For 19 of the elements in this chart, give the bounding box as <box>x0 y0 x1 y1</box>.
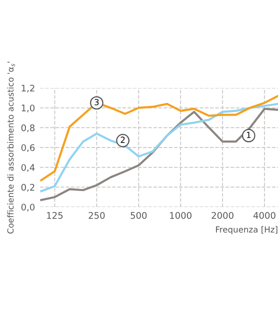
x-tick-label: 1000 <box>170 212 192 219</box>
x-tick-label: 250 <box>88 212 105 219</box>
annotation: 1 <box>246 132 251 138</box>
y-tick-label: 0,2 <box>21 184 34 192</box>
x-tick-label: 500 <box>130 212 147 219</box>
y-tick-label: 0,4 <box>21 164 35 172</box>
y-tick-label: 0,0 <box>21 204 35 212</box>
x-axis-title: Frequenza [Hz] <box>216 226 278 234</box>
x-tick-label: 4000 <box>253 212 276 219</box>
x-tick-label: 2000 <box>212 212 234 219</box>
annotation: 3 <box>94 98 99 106</box>
y-tick-label: 0,8 <box>21 124 35 132</box>
x-tick-label: 125 <box>47 212 63 219</box>
line-series <box>40 94 278 182</box>
y-axis-title: Coefficiente di assorbimento acustico 'α$_{s}$' <box>7 62 15 234</box>
y-tick-label: 0,6 <box>21 144 35 152</box>
y-tick-label: 1,0 <box>22 104 35 112</box>
annotation: 2 <box>120 136 125 143</box>
y-tick-label: 1,2 <box>22 84 34 92</box>
